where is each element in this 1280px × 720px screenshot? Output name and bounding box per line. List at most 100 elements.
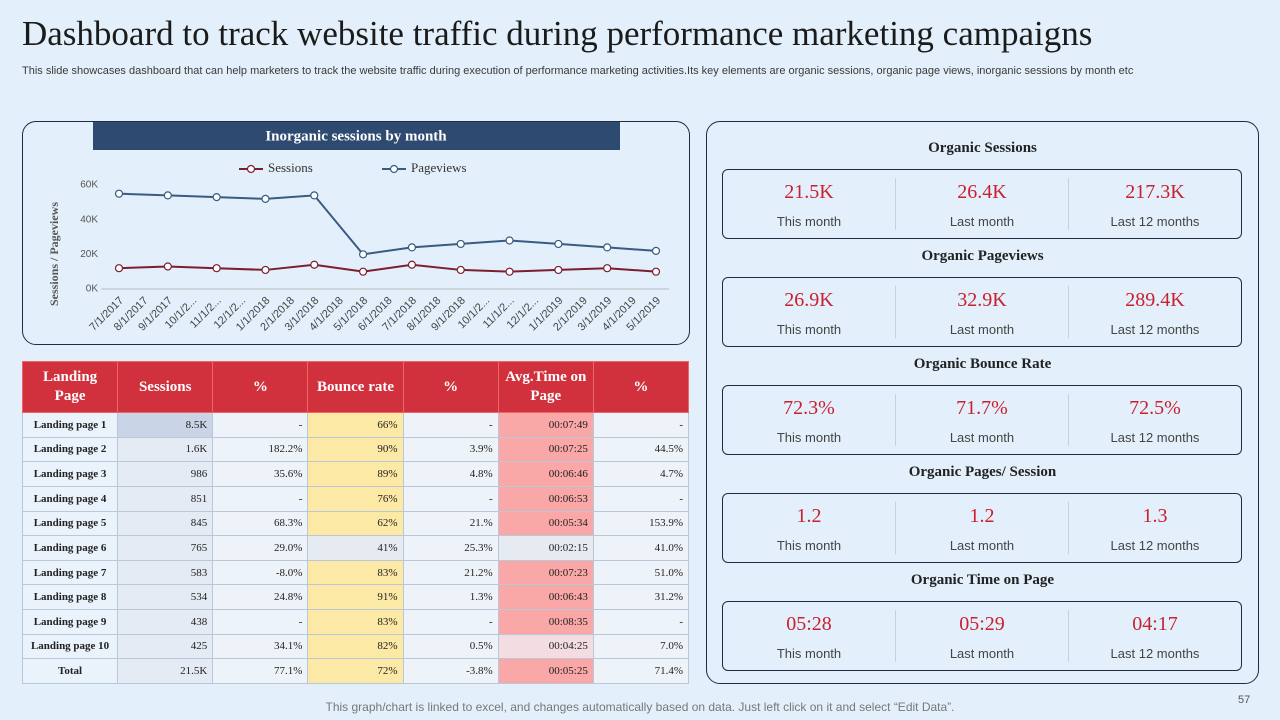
point (310, 191, 319, 200)
column-header: % (212, 361, 309, 413)
table-cell: 534 (117, 584, 214, 610)
chart-title: Inorganic sessions by month (265, 128, 447, 144)
table-cell: 29.0% (212, 535, 309, 561)
table-cell: 83% (307, 609, 404, 635)
table-cell: 44.5% (592, 436, 690, 463)
table-cell: Landing page 4 (21, 485, 119, 512)
table-cell: - (212, 609, 309, 635)
line-series (118, 192, 657, 256)
point (212, 193, 221, 202)
kpi-cell: 289.4K Last 12 months (1069, 286, 1241, 338)
table-cell: 21.% (402, 510, 499, 537)
kpi-cell: 26.4K Last month (896, 178, 1069, 230)
table-cell: 31.2% (592, 584, 690, 610)
kpi-cell: 21.5K This month (723, 178, 896, 230)
table-cell: Landing page 3 (21, 461, 119, 487)
kpi-value: 05:29 (959, 613, 1005, 635)
kpi-value: 72.3% (783, 397, 835, 419)
kpi-label: Last 12 months (1110, 214, 1200, 229)
legend-label: Pageviews (411, 160, 467, 175)
table-cell: Landing page 10 (21, 633, 119, 660)
table-row: Landing page 4 851-76% -00:06:53- (21, 485, 690, 512)
kpi-label: Last 12 months (1110, 646, 1200, 661)
table-cell: 24.8% (212, 584, 309, 610)
table-row: Landing page 5 845 68.3% 62% 21.% 00:05:34 153… (21, 510, 690, 537)
column-header: Bounce rate (307, 361, 404, 413)
kpi-label: Last 12 months (1110, 538, 1200, 553)
table-cell: 00:05:34 (497, 510, 594, 537)
table-row: Total 21.5K 77.1% 72% -3.8% 00:05:25 71.4% (21, 658, 690, 684)
table-cell: 41% (307, 535, 404, 561)
kpi-label: This month (776, 214, 842, 229)
table-cell: 91% (307, 584, 404, 610)
table-cell: 7.0% (592, 633, 690, 660)
table-cell: Total (21, 658, 119, 684)
table-row: Landing page 6 765 29.0% 41% 25.3% 00:02:15 41… (21, 535, 690, 561)
point (261, 265, 270, 275)
kpi-box: 1.2 This month 1.2 Last month 1.3 Last 12 mon… (722, 493, 1242, 563)
table-row: Landing page 1 8.5K -66% -00:07:49- (21, 412, 690, 438)
kpi-value: 05:28 (786, 613, 832, 635)
table-cell: 1.6K (117, 436, 214, 463)
point (407, 260, 417, 269)
point (554, 239, 563, 249)
table-cell: 51.0% (592, 559, 690, 586)
table-cell: 00:07:23 (497, 559, 594, 586)
table-cell: - (212, 412, 309, 438)
kpi-value: 26.9K (784, 289, 834, 311)
point (505, 267, 514, 276)
kpi-cell: 72.5% Last 12 months (1069, 394, 1241, 446)
kpi-cell: 71.7% Last month (896, 394, 1069, 446)
table-cell: 21.2% (402, 559, 499, 586)
kpi-cell: 1.3 Last 12 months (1069, 502, 1241, 554)
point (456, 239, 465, 249)
table-cell: 00:06:43 (497, 584, 594, 610)
kpi-label: This month (776, 646, 842, 661)
kpi-title: Organic Pageviews (921, 248, 1044, 264)
table-cell: 76% (307, 485, 404, 512)
kpi-value: 1.2 (969, 505, 995, 527)
table-cell: -3.8% (402, 658, 499, 684)
point (310, 260, 319, 269)
table-row: Landing page 7 583 -8.0% 83% 21.2% 00:07:23 51… (21, 559, 690, 586)
point (114, 264, 124, 273)
kpi-value: 26.4K (957, 181, 1007, 203)
table-cell: 00:04:25 (497, 633, 594, 660)
point (261, 194, 270, 203)
table-cell: - (592, 485, 690, 512)
kpi-cell: 05:28 This month (723, 610, 896, 662)
kpi-label: This month (776, 538, 842, 553)
table-cell: - (402, 609, 499, 635)
kpi-title: Organic Time on Page (910, 572, 1055, 588)
kpi-value: 72.5% (1129, 397, 1181, 419)
table-cell: Landing page 5 (21, 510, 119, 537)
table-cell: 00:06:46 (497, 461, 594, 487)
table-cell: Landing page 6 (21, 535, 119, 561)
table-cell: 986 (117, 461, 214, 487)
legend-label: Sessions (268, 160, 313, 175)
table-cell: - (592, 609, 690, 635)
kpi-cell: 32.9K Last month (896, 286, 1069, 338)
kpi-label: This month (776, 430, 842, 445)
table-cell: 34.1% (212, 633, 309, 660)
kpi-label: Last month (949, 646, 1015, 661)
point (456, 265, 465, 275)
table-cell: 89% (307, 461, 404, 487)
footer: This graph/chart is linked to excel, and… (325, 700, 955, 714)
table-cell: -8.0% (212, 559, 309, 586)
point (163, 191, 172, 200)
kpi-panel: Organic Sessions 21.5K This month 26.4K Last… (706, 121, 1259, 684)
legend-marker (246, 164, 256, 174)
table-cell: 765 (117, 535, 214, 561)
table-header: Landing Page Sessions% Bounce rate% Avg.Tim… (21, 361, 690, 413)
kpi-box: 26.9K This month 32.9K Last month 289.4K Last… (722, 277, 1242, 347)
title: Dashboard to track website traffic durin… (22, 14, 1093, 53)
table-cell: - (592, 412, 690, 438)
table-cell: Landing page 2 (21, 436, 119, 463)
table-row: Landing page 2 1.6K 182.2% 90% 3.9% 00:07:25 4… (21, 436, 690, 463)
chart: Inorganic sessions by month Sessions / P… (47, 122, 669, 333)
table-cell: 00:06:53 (497, 485, 594, 512)
table-row: Landing page 10 425 34.1% 82% 0.5% 00:04:25 7.… (21, 633, 690, 660)
point (114, 189, 124, 198)
